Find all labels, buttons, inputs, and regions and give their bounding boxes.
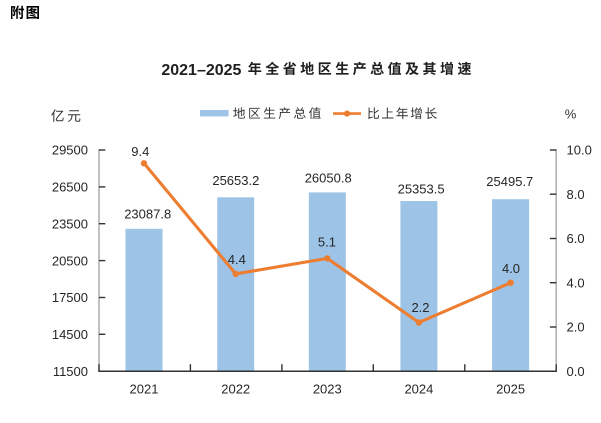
svg-text:2024: 2024: [404, 382, 433, 397]
svg-text:8.0: 8.0: [567, 187, 585, 202]
svg-text:25495.7: 25495.7: [486, 174, 533, 189]
svg-text:2021–2025: 2021–2025: [161, 62, 241, 79]
svg-text:11500: 11500: [53, 364, 88, 379]
svg-text:26500: 26500: [52, 180, 88, 195]
svg-text:4.0: 4.0: [567, 275, 585, 290]
svg-text:23087.8: 23087.8: [124, 207, 171, 222]
svg-text:9.4: 9.4: [131, 144, 149, 159]
svg-text:0.0: 0.0: [567, 364, 585, 379]
svg-text:20500: 20500: [52, 253, 88, 268]
svg-text:23500: 23500: [52, 216, 88, 231]
svg-text:25353.5: 25353.5: [398, 182, 445, 197]
svg-text:29500: 29500: [52, 143, 88, 158]
svg-text:25653.2: 25653.2: [212, 173, 259, 188]
svg-text:2.2: 2.2: [411, 300, 429, 315]
svg-text:4.0: 4.0: [502, 261, 520, 276]
svg-text:2022: 2022: [221, 382, 250, 397]
svg-text:%: %: [565, 107, 577, 122]
svg-text:26050.8: 26050.8: [305, 171, 352, 186]
svg-text:4.4: 4.4: [228, 252, 246, 267]
svg-text:2023: 2023: [313, 382, 342, 397]
svg-text:2025: 2025: [496, 382, 525, 397]
svg-text:6.0: 6.0: [567, 231, 585, 246]
svg-text:2021: 2021: [130, 382, 159, 397]
svg-text:2.0: 2.0: [567, 320, 585, 335]
svg-text:10.0: 10.0: [567, 143, 592, 158]
svg-text:17500: 17500: [52, 290, 88, 305]
svg-text:5.1: 5.1: [318, 235, 336, 250]
svg-text:14500: 14500: [52, 327, 88, 342]
